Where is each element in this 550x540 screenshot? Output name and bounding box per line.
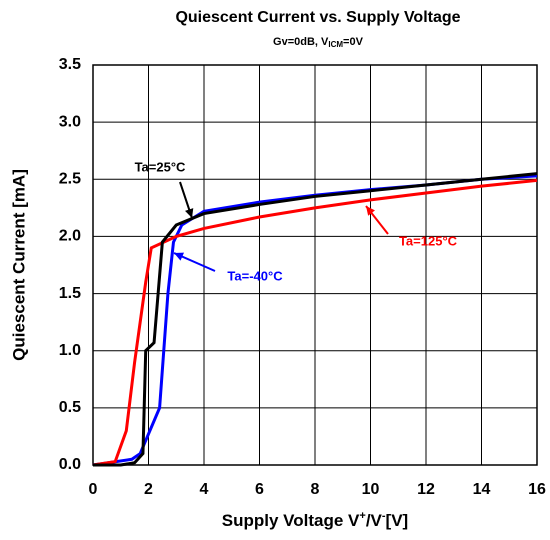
x-tick-label: 2 — [144, 481, 153, 498]
chart-title: Quiescent Current vs. Supply Voltage — [175, 9, 460, 26]
x-tick-label: 8 — [311, 481, 320, 498]
series-label: Ta=-40°C — [227, 268, 283, 283]
x-tick-label: 14 — [473, 481, 491, 498]
x-tick-label: 10 — [362, 481, 380, 498]
y-tick-label: 3.0 — [59, 113, 81, 130]
x-tick-label: 4 — [200, 481, 209, 498]
y-axis-label: Quiescent Current [mA] — [9, 169, 28, 361]
arrow-head — [366, 206, 375, 216]
y-tick-label: 0.0 — [59, 456, 81, 473]
y-tick-label: 0.5 — [59, 399, 81, 416]
y-tick-label: 3.5 — [59, 56, 81, 73]
arrow-head — [185, 208, 194, 218]
x-tick-label: 0 — [89, 481, 98, 498]
series-line — [92, 178, 538, 467]
y-tick-label: 2.5 — [59, 171, 81, 188]
series-label: Ta=125°C — [399, 233, 458, 248]
series-line — [93, 172, 538, 467]
x-tick-label: 16 — [528, 481, 546, 498]
y-tick-label: 1.0 — [59, 342, 81, 359]
chart-subtitle: Gv=0dB, VICM=0V — [273, 36, 364, 49]
y-tick-label: 2.0 — [59, 228, 81, 245]
y-tick-label: 1.5 — [59, 285, 81, 302]
x-tick-label: 12 — [417, 481, 435, 498]
x-tick-label: 6 — [255, 481, 264, 498]
arrow-head — [174, 252, 184, 261]
x-axis-label: Supply Voltage V+/V-[V] — [222, 510, 408, 531]
plot-frame — [92, 64, 538, 466]
series-label: Ta=25°C — [135, 159, 186, 174]
